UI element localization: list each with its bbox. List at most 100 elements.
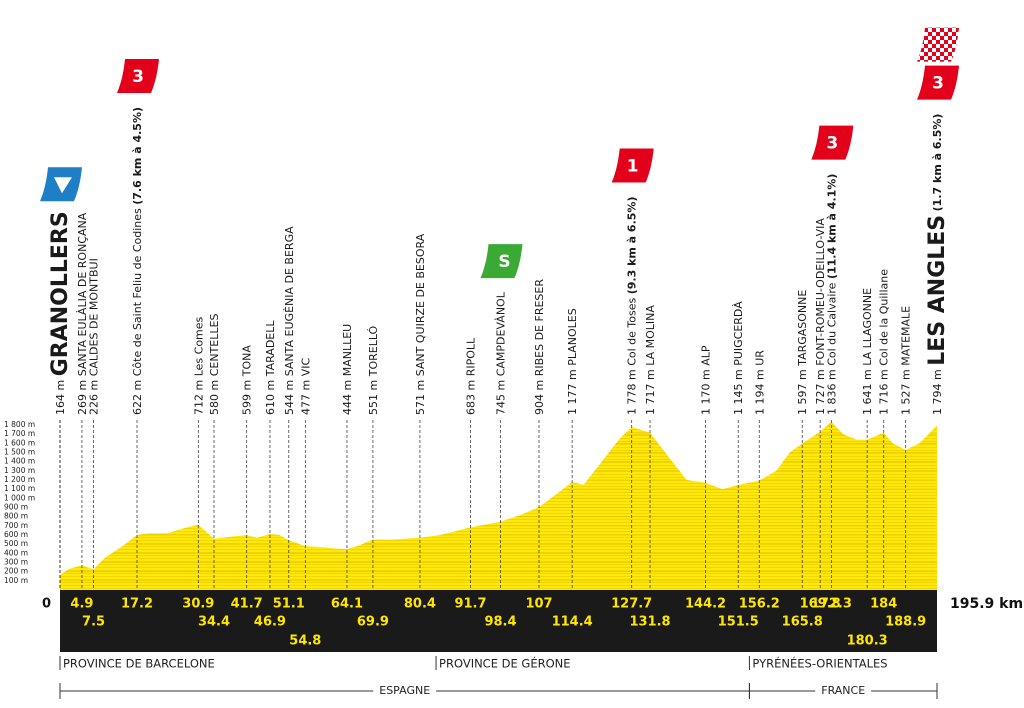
waypoint-label: 1 194 m UR (753, 350, 766, 415)
km-label: 17.2 (121, 597, 153, 612)
waypoint-name: TONA (241, 345, 254, 378)
waypoint-name: SANT QUIRZE DE BESORA (414, 233, 427, 376)
waypoint-elevation: 226 m (88, 380, 101, 415)
km-label: 195.9 km (950, 596, 1023, 612)
waypoint-elevation: 622 m (131, 380, 144, 415)
km-label: 91.7 (454, 597, 486, 612)
waypoint-name: ALP (700, 345, 713, 366)
waypoint-elevation: 1 194 m (753, 369, 766, 415)
waypoint-label: 1 794 m LES ANGLES (1.7 km à 6.5%) (925, 114, 950, 415)
km-label: 69.9 (357, 615, 389, 630)
climb-flag (611, 148, 654, 183)
climb-category: 3 (132, 67, 144, 87)
climb-flag (811, 125, 854, 160)
waypoint-label: 444 m MANLLEU (341, 324, 354, 415)
country-label-bg (373, 684, 437, 698)
y-tick-label: 900 m (4, 503, 28, 512)
waypoint-elevation: 1 836 m (825, 369, 838, 415)
km-label: 4.9 (70, 597, 93, 612)
km-band (60, 590, 937, 652)
waypoint-label: 544 m SANTA EUGÈNIA DE BERGA (283, 226, 296, 415)
waypoint-name: TARGASONNE (796, 290, 809, 367)
waypoint-name: LA MOLINA (644, 305, 657, 366)
km-label: 80.4 (404, 597, 436, 612)
waypoint-name: TARADELL (264, 320, 277, 378)
km-label: 184 (870, 597, 897, 612)
waypoint-elevation: 1 177 m (566, 369, 579, 415)
sprint-flag (480, 244, 523, 279)
km-label: 156.2 (739, 597, 780, 612)
km-label: 114.4 (552, 615, 593, 630)
waypoint-name: CAMPDEVÀNOL (495, 291, 508, 376)
waypoint-label: 599 m TONA (241, 345, 254, 415)
waypoint-elevation: 1 778 m (626, 369, 639, 415)
km-label: 34.4 (198, 615, 230, 630)
waypoint-label: 580 m CENTELLES (208, 314, 221, 415)
km-label: 0 (42, 597, 51, 612)
waypoint-name: LES ANGLES (925, 215, 950, 366)
waypoint-elevation: 1 527 m (900, 369, 913, 415)
climb-category: 1 (627, 157, 639, 177)
waypoint-label: 1 145 m PUIGCERDÀ (732, 301, 745, 415)
province-label: PROVINCE DE BARCELONE (63, 657, 215, 671)
waypoint-elevation: 904 m (533, 380, 546, 415)
waypoint-elevation: 712 m (192, 380, 205, 415)
waypoint-name: PUIGCERDÀ (732, 301, 745, 366)
waypoint-name: GRANOLLERS (48, 211, 73, 376)
waypoint-label: 1 170 m ALP (700, 345, 713, 415)
waypoint-climb: (7.6 km à 4.5%) (131, 107, 144, 205)
province-label: PROVINCE DE GÉRONE (439, 656, 570, 671)
y-tick-label: 1 600 m (4, 438, 35, 447)
waypoint-elevation: 1 170 m (700, 369, 713, 415)
y-tick-label: 200 m (4, 567, 28, 576)
y-tick-label: 1 700 m (4, 429, 35, 438)
waypoint-label: 1 597 m TARGASONNE (796, 290, 809, 415)
waypoint-name: CALDES DE MONTBUI (88, 258, 101, 376)
waypoint-elevation: 571 m (414, 380, 427, 415)
climb-flag (917, 65, 959, 100)
km-label: 144.2 (685, 597, 726, 612)
province-label: PYRÉNÉES-ORIENTALES (752, 656, 887, 671)
profile-area (60, 421, 937, 590)
waypoint-label: 1 177 m PLANOLES (566, 308, 579, 415)
waypoint-label: 1 641 m LA LLAGONNE (861, 288, 874, 415)
waypoint-climb: (9.3 km à 6.5%) (626, 197, 639, 295)
km-label: 169.8 (800, 597, 841, 612)
country-label-bg (815, 684, 872, 698)
waypoint-label: 904 m RIBES DE FRESER (533, 279, 546, 415)
waypoint-name: SANTA EULÀLIA DE RONÇANA (76, 212, 89, 376)
km-label: 7.5 (82, 615, 105, 630)
waypoint-label: 1 778 m Col de Toses (9.3 km à 6.5%) (626, 197, 639, 415)
waypoint-elevation: 1 597 m (796, 369, 809, 415)
waypoint-elevation: 1 717 m (644, 369, 657, 415)
waypoint-elevation: 477 m (299, 380, 312, 415)
waypoint-label: 551 m TORELLÓ (367, 325, 380, 415)
waypoint-elevation: 269 m (76, 380, 89, 415)
y-tick-label: 1 500 m (4, 448, 35, 457)
waypoint-elevation: 1 727 m (814, 369, 827, 415)
waypoint-elevation: 599 m (241, 380, 254, 415)
climb-category: 3 (932, 74, 944, 94)
km-label: 51.1 (273, 597, 305, 612)
y-tick-label: 1 200 m (4, 475, 35, 484)
waypoint-elevation: 1 641 m (861, 369, 874, 415)
waypoint-elevation: 544 m (283, 380, 296, 415)
country-label: ESPAGNE (379, 684, 430, 697)
km-label: 172.3 (811, 597, 852, 612)
km-label: 54.8 (289, 634, 321, 649)
waypoint-name: LA LLAGONNE (861, 288, 874, 366)
y-tick-label: 700 m (4, 521, 28, 530)
waypoint-name: PLANOLES (566, 308, 579, 366)
waypoint-climb: (1.7 km à 6.5%) (931, 114, 944, 212)
sprint-label: S (498, 252, 510, 272)
climb-flag (117, 58, 160, 93)
waypoint-label: 683 m RIPOLL (465, 337, 478, 415)
km-label: 30.9 (182, 597, 214, 612)
waypoint-label: 1 727 m FONT-ROMEU-ODEILLO-VIA (814, 218, 827, 415)
km-label: 151.5 (718, 615, 759, 630)
waypoint-elevation: 580 m (208, 380, 221, 415)
y-tick-label: 800 m (4, 512, 28, 521)
km-label: 127.7 (611, 597, 652, 612)
waypoint-elevation: 164 m (54, 380, 67, 415)
